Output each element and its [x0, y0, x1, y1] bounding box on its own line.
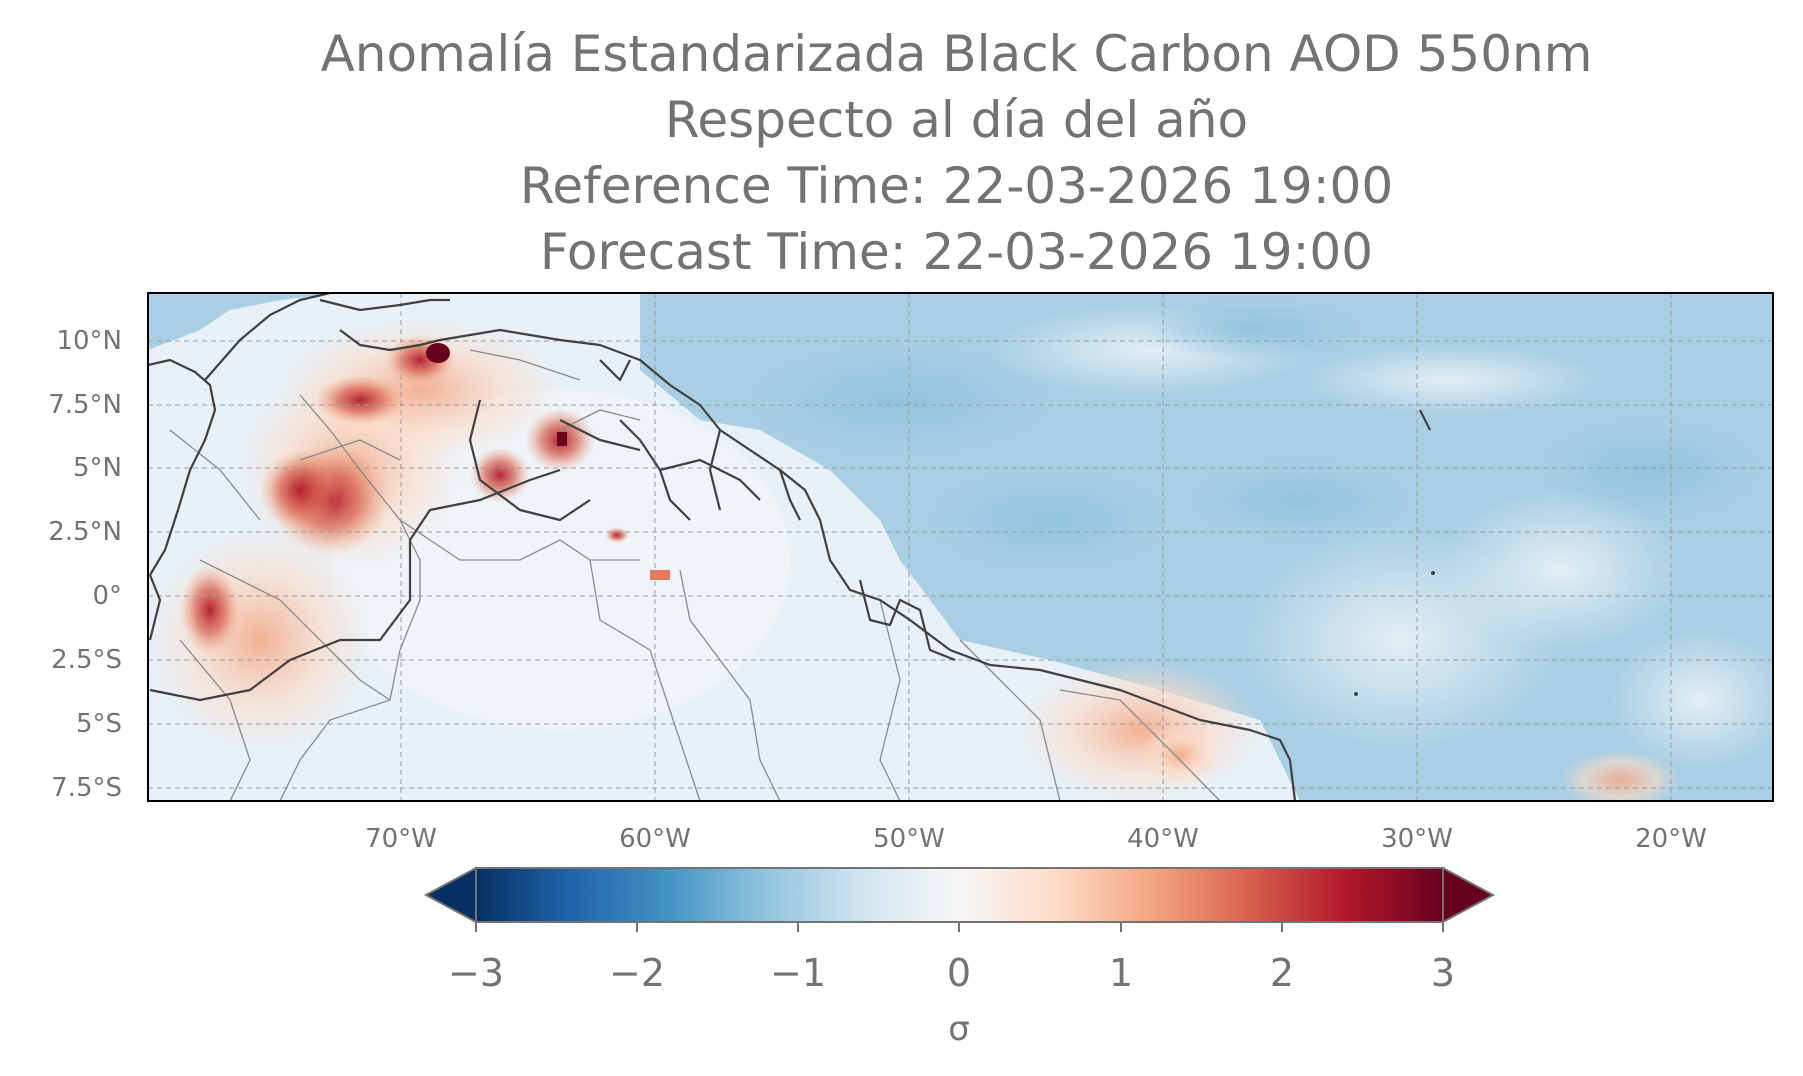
map-frame: [147, 292, 1774, 802]
lat-label: 5°N: [73, 453, 122, 483]
colorbar-tick: −2: [609, 951, 665, 995]
lat-label: 5°S: [76, 709, 122, 739]
colorbar-tick: 3: [1431, 951, 1455, 995]
country-borders: [169, 349, 1221, 801]
colorbar-gradient: [475, 867, 1444, 923]
lon-label: 50°W: [873, 824, 945, 854]
colorbar: −3 −2 −1 0 1 2 3 σ: [423, 866, 1496, 1049]
colorbar-tick: −1: [770, 951, 826, 995]
colorbar-min-extension: [423, 866, 477, 924]
gridlines: [148, 293, 1773, 801]
colorbar-tick: −3: [448, 951, 504, 995]
lon-label: 20°W: [1635, 824, 1707, 854]
reference-time: Reference Time: 22-03-2026 19:00: [519, 157, 1394, 215]
lon-label: 70°W: [365, 824, 437, 854]
longitude-labels: 70°W 60°W 50°W 40°W 30°W 20°W: [365, 824, 1707, 854]
lon-label: 60°W: [619, 824, 691, 854]
colorbar-tick: 0: [947, 951, 971, 995]
lon-label: 30°W: [1381, 824, 1453, 854]
lon-label: 40°W: [1127, 824, 1199, 854]
colorbar-max-extension: [1442, 866, 1496, 924]
lat-label: 0°: [92, 581, 122, 611]
lat-label: 7.5°S: [51, 773, 122, 803]
colorbar-label: σ: [948, 1009, 970, 1049]
lat-label: 2.5°N: [48, 517, 122, 547]
colorbar-tick: 2: [1270, 951, 1294, 995]
title-line-2: Respecto al día del año: [664, 91, 1249, 149]
colorbar-tick: 1: [1109, 951, 1133, 995]
lat-label: 10°N: [56, 326, 122, 356]
lat-label: 2.5°S: [51, 645, 122, 675]
anomaly-field: [148, 293, 1773, 801]
lat-label: 7.5°N: [48, 390, 122, 420]
latitude-labels: 10°N 7.5°N 5°N 2.5°N 0° 2.5°S 5°S 7.5°S: [48, 326, 122, 803]
forecast-time: Forecast Time: 22-03-2026 19:00: [539, 223, 1374, 281]
title-line-1: Anomalía Estandarizada Black Carbon AOD …: [320, 25, 1593, 83]
coastlines: [148, 293, 1431, 801]
